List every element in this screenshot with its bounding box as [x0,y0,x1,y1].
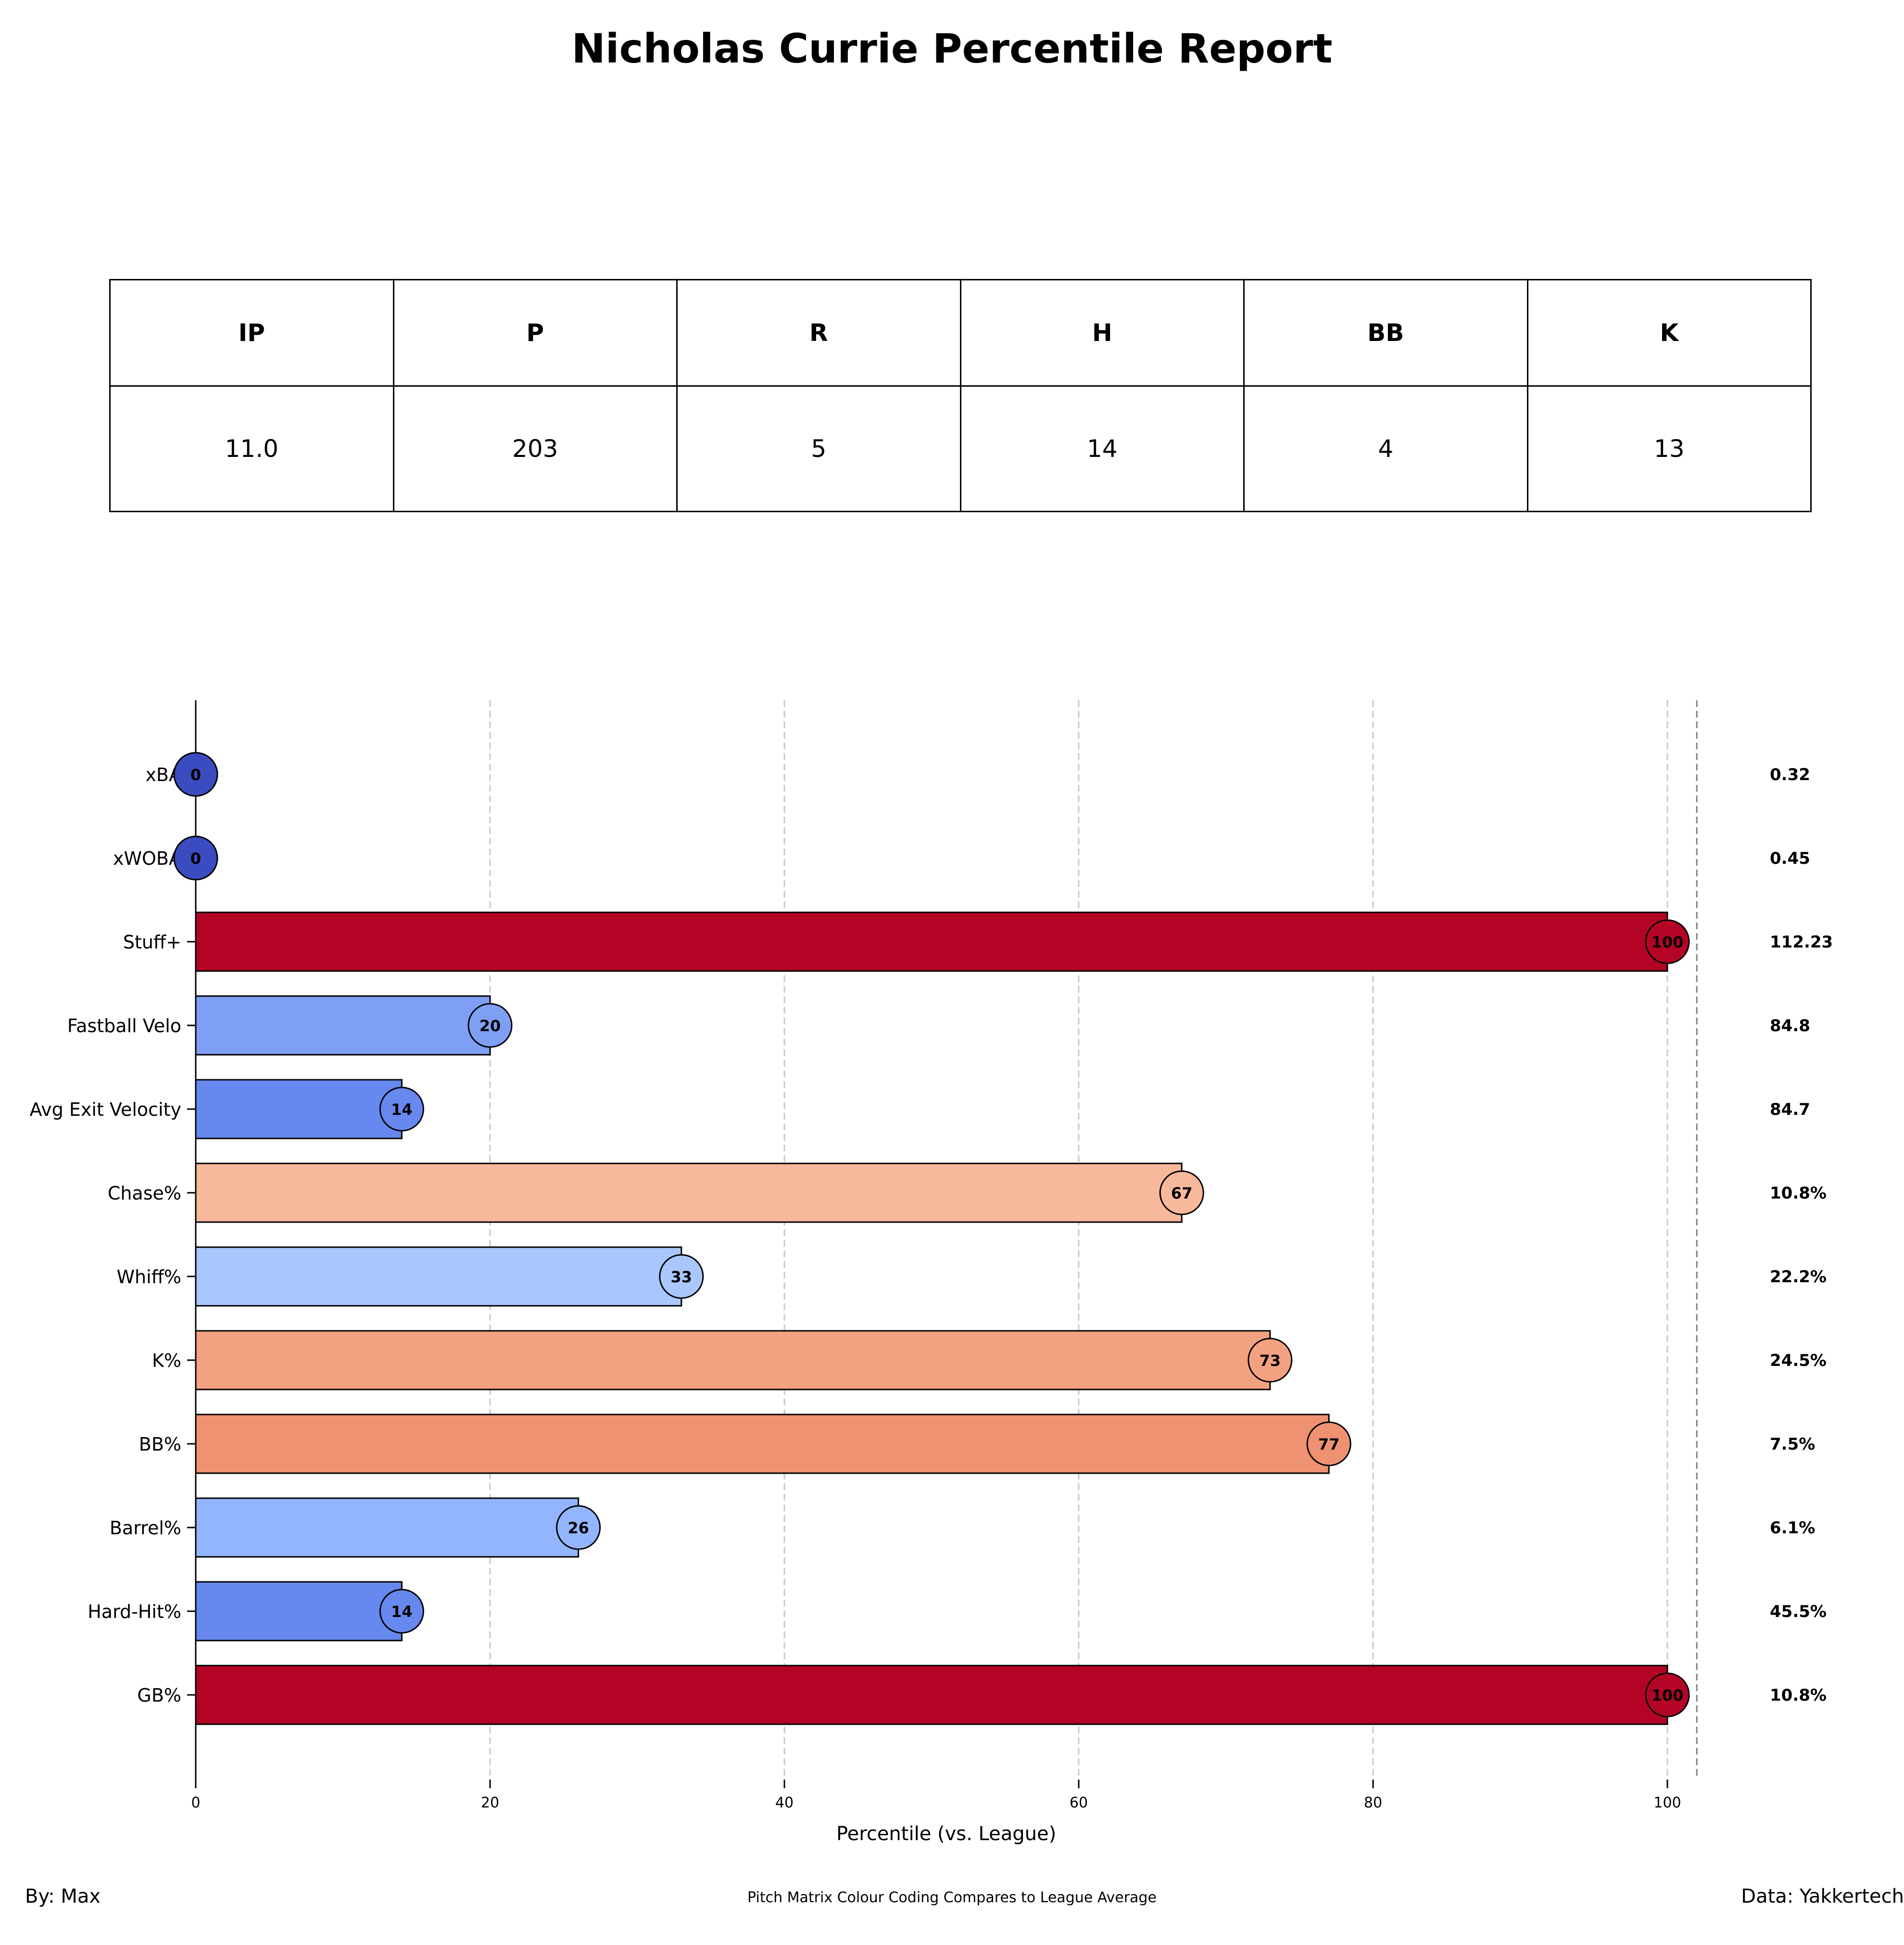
x-tick-label: 40 [775,1794,794,1811]
category-label: GB% [137,1685,181,1706]
percentile-label: 0 [190,849,201,868]
category-label: Stuff+ [123,932,181,953]
raw-value-label: 0.45 [1770,849,1810,868]
percentile-label: 14 [391,1603,413,1621]
x-axis-label: Percentile (vs. League) [836,1823,1056,1845]
category-label: Barrel% [110,1517,181,1539]
category-label: BB% [139,1434,181,1455]
footer-source: Data: Yakkertech [1741,1885,1904,1907]
stat-value-p: 203 [392,385,678,512]
footer-note: Pitch Matrix Colour Coding Compares to L… [747,1889,1157,1906]
raw-value-label: 22.2% [1770,1267,1827,1287]
bar [195,1581,403,1642]
percentile-dot [173,835,218,881]
stat-table: IP P R H BB K 11.0 203 5 14 4 13 [109,279,1812,512]
x-tick-label: 100 [1653,1794,1681,1811]
raw-value-label: 24.5% [1770,1351,1827,1370]
percentile-label: 77 [1318,1435,1340,1453]
percentile-label: 73 [1260,1351,1281,1370]
percentile-dot [659,1254,704,1299]
raw-value-label: 10.8% [1770,1686,1827,1705]
percentile-dot [1159,1170,1204,1215]
percentile-dot [379,1086,424,1132]
percentile-dot [467,1003,513,1048]
stat-header-k: K [1526,279,1812,387]
stat-value-k: 13 [1526,385,1812,512]
category-label: Fastball Velo [67,1015,181,1036]
category-label: xWOBA [113,848,181,869]
bar [195,1079,403,1139]
percentile-label: 26 [567,1519,589,1537]
stat-header-p: P [392,279,678,387]
bar [195,1414,1330,1474]
raw-value-label: 112.23 [1770,933,1833,952]
stat-value-r: 5 [676,385,961,512]
raw-value-label: 0.32 [1770,765,1810,784]
footer-author: By: Max [25,1885,101,1907]
percentile-dot [1645,919,1690,964]
chart-title: Nicholas Currie Percentile Report [571,25,1333,72]
x-tick-label: 60 [1070,1794,1088,1811]
stat-header-ip: IP [109,279,394,387]
raw-value-label: 6.1% [1770,1518,1815,1538]
bar [195,1497,580,1558]
bar [195,1665,1668,1725]
bar [195,995,491,1056]
bar [195,1330,1271,1390]
x-tick-label: 20 [481,1794,499,1811]
stat-table-value-row: 11.0 203 5 14 4 13 [109,385,1812,512]
raw-value-label: 7.5% [1770,1435,1815,1454]
percentile-label: 0 [190,766,201,784]
stat-value-h: 14 [959,385,1245,512]
category-label: Whiff% [116,1266,181,1288]
percentile-label: 14 [391,1100,413,1119]
stat-table-header-row: IP P R H BB K [109,279,1812,387]
x-tick-label: 0 [191,1794,200,1811]
percentile-dot [1306,1421,1351,1466]
stat-header-h: H [959,279,1245,387]
category-label: Hard-Hit% [88,1601,181,1622]
x-tick-label: 80 [1364,1794,1382,1811]
percentile-label: 20 [479,1017,501,1035]
percentile-dot [379,1589,424,1634]
stat-value-ip: 11.0 [109,385,394,512]
category-label: K% [152,1350,181,1371]
raw-value-label: 84.7 [1770,1100,1810,1119]
raw-value-label: 84.8 [1770,1016,1810,1036]
percentile-dot [1645,1672,1690,1718]
category-label: Avg Exit Velocity [29,1099,181,1120]
percentile-dot [173,752,218,797]
raw-value-label: 45.5% [1770,1602,1827,1621]
bar [195,1162,1183,1223]
bar [195,1246,682,1307]
percentile-label: 100 [1652,1686,1684,1705]
stat-value-bb: 4 [1243,385,1528,512]
percentile-label: 67 [1171,1184,1193,1202]
category-label: Chase% [108,1183,181,1204]
percentile-dot [556,1505,601,1550]
stat-header-r: R [676,279,961,387]
stat-header-bb: BB [1243,279,1528,387]
raw-value-label: 10.8% [1770,1184,1827,1203]
percentile-dot [1248,1338,1293,1383]
percentile-label: 33 [671,1268,693,1286]
bar [195,911,1668,972]
percentile-label: 100 [1652,933,1684,951]
